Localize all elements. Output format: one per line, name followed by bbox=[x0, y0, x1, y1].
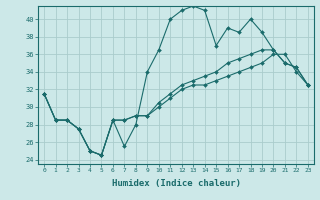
X-axis label: Humidex (Indice chaleur): Humidex (Indice chaleur) bbox=[111, 179, 241, 188]
